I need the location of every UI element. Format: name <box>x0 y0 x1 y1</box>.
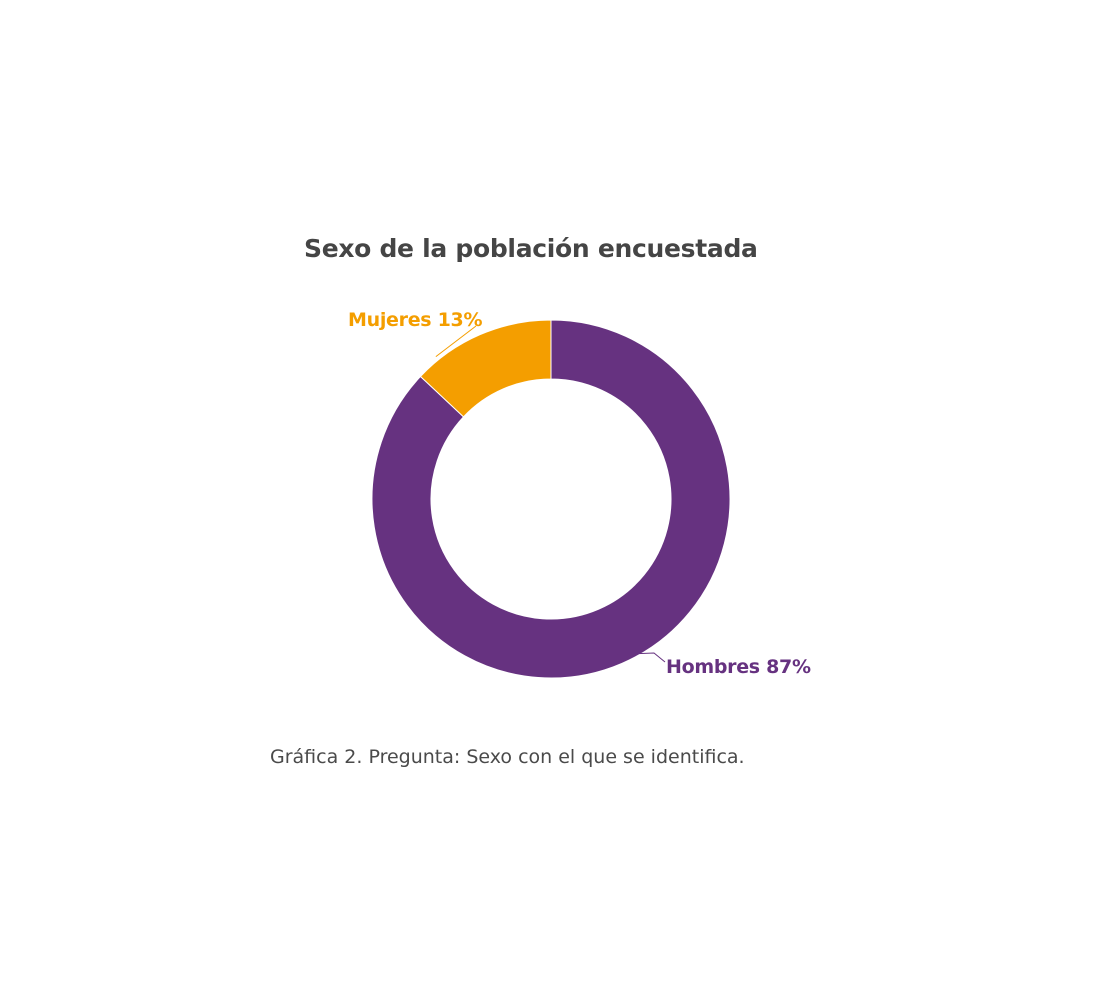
chart-title: Sexo de la población encuestada <box>304 234 758 263</box>
slice-label-mujeres: Mujeres 13% <box>348 309 482 331</box>
slice-label-hombres: Hombres 87% <box>666 656 811 678</box>
donut-slices <box>371 319 731 679</box>
donut-slice-hombres <box>371 319 731 679</box>
label-leader-lines <box>435 325 666 663</box>
leader-line-hombres <box>617 652 666 663</box>
chart-caption: Gráfica 2. Pregunta: Sexo con el que se … <box>270 746 745 768</box>
leader-line-mujeres <box>435 325 477 358</box>
donut-slice-mujeres <box>419 319 552 418</box>
